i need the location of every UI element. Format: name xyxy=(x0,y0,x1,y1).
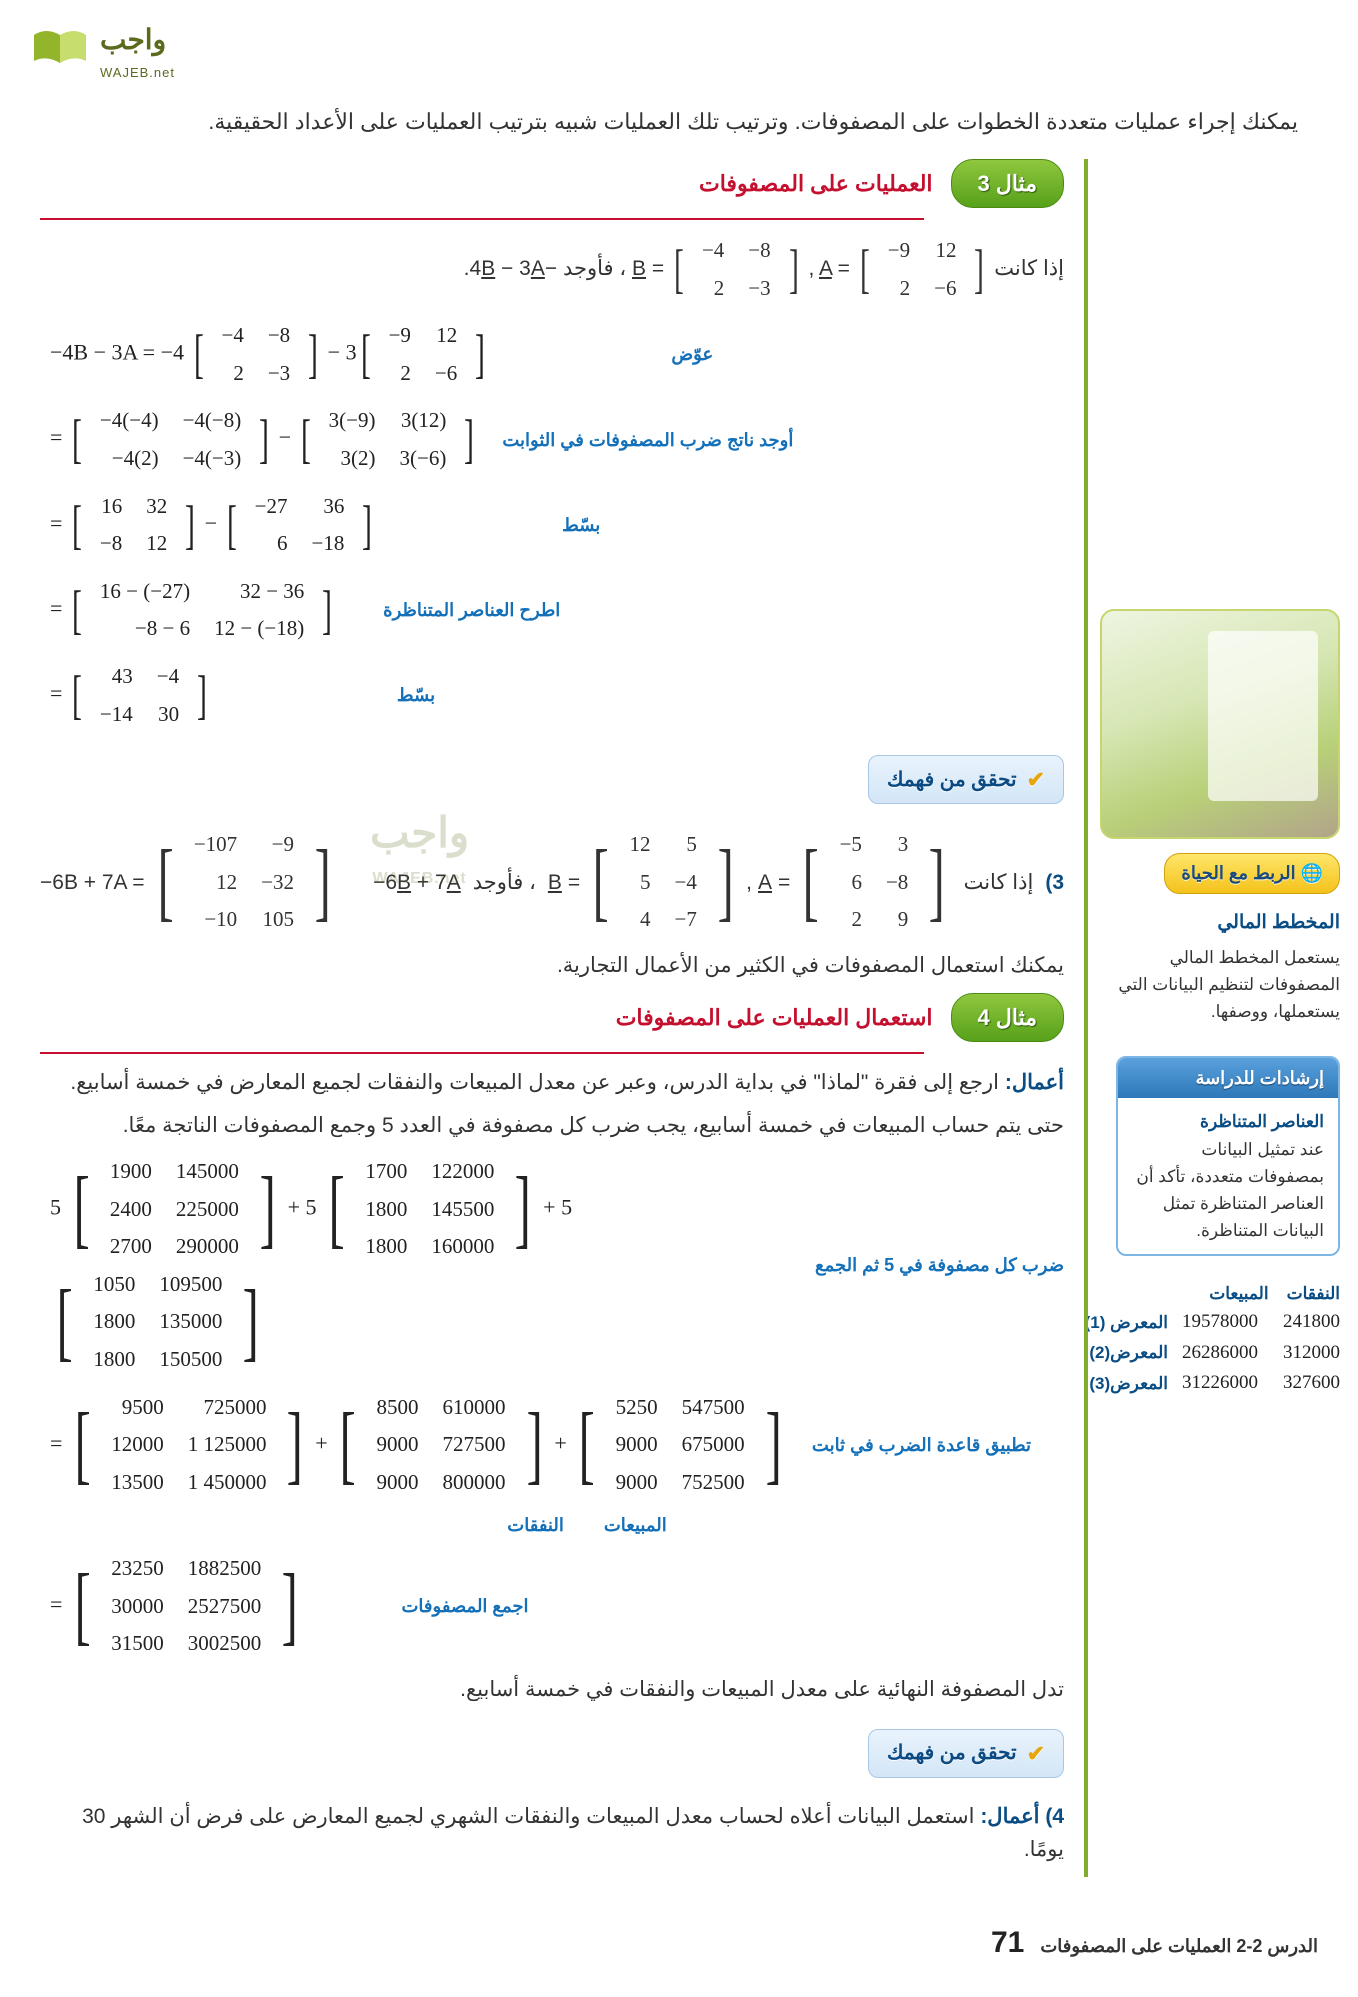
ex3-step: = [1632−812] − [−27366−18] بسّط xyxy=(50,488,1064,563)
life-body: يستعمل المخطط المالي المصفوفات لتنظيم ال… xyxy=(1116,944,1340,1026)
rule2 xyxy=(40,1052,924,1054)
page-number: 71 xyxy=(991,1919,1024,1967)
ex4-col-headers: النفقات المبيعات xyxy=(110,1511,1064,1540)
ex3-given: إذا كانت B = [−4−82−3] , A = [−9122−6] ،… xyxy=(40,232,1064,307)
check-understanding-2: ✔ تحقق من فهمك xyxy=(868,1729,1064,1778)
transition: يمكنك استعمال المصفوفات في الكثير من الأ… xyxy=(40,949,1064,983)
example-4-title: استعمال العمليات على المصفوفات xyxy=(616,1000,933,1035)
side-data-table: النفقات المبيعات 241800 19578000 المعرض … xyxy=(1116,1280,1340,1398)
ex4-step2: = [9500725000120001 125000135001 450000]… xyxy=(50,1389,1064,1502)
ex3-step: = [43−4−1430] بسّط xyxy=(50,658,1064,733)
example-3-title: العمليات على المصفوفات xyxy=(699,166,933,201)
rule xyxy=(40,218,924,220)
ex3-step: = [16 − (−27)32 − 36−8 − 612 − (−18)] اط… xyxy=(50,573,1064,648)
ex3-step: = [−4(−4)−4(−8)−4(2)−4(−3)] − [3(−9)3(12… xyxy=(50,402,1064,477)
ex4-closing: تدل المصفوفة النهائية على معدل المبيعات … xyxy=(40,1673,1064,1707)
brand-logo: واجب WAJEB.net xyxy=(0,0,1358,94)
main-content: مثال 3 العمليات على المصفوفات إذا كانت B… xyxy=(0,159,1088,1877)
logo-ar: واجب xyxy=(100,18,175,63)
life-head: المخطط المالي xyxy=(1116,908,1340,938)
side-row: 312000 26286000 المعرض(2) xyxy=(1116,1338,1340,1368)
tick-icon: ✔ xyxy=(1027,1736,1045,1771)
study-head: إرشادات للدراسة xyxy=(1118,1058,1338,1099)
check-understanding-1: ✔ تحقق من فهمك xyxy=(868,755,1064,804)
side-row: 327600 31226000 المعرض(3) xyxy=(1116,1368,1340,1398)
ex4-lead: أعمال: ارجع إلى فقرة "لماذا" في بداية ال… xyxy=(40,1066,1064,1100)
logo-en: WAJEB.net xyxy=(100,63,175,84)
footer-text: الدرس 2-2 العمليات على المصفوفات xyxy=(1040,1932,1318,1961)
page-footer: 71 الدرس 2-2 العمليات على المصفوفات xyxy=(0,1907,1358,1997)
ex4-step3: = [232501882500300002527500315003002500]… xyxy=(50,1550,1064,1663)
intro-paragraph: يمكنك إجراء عمليات متعددة الخطوات على ال… xyxy=(0,94,1358,159)
example-3-pill: مثال 3 xyxy=(951,159,1064,208)
example-4-pill: مثال 4 xyxy=(951,993,1064,1042)
ex4-step1: 5 [190014500024002250002700290000] + 5 [… xyxy=(50,1153,1064,1379)
q3: 3) إذا كانت B = [1255−44−7] , A = [−536−… xyxy=(40,826,1064,939)
example-4-header: مثال 4 استعمال العمليات على المصفوفات xyxy=(40,993,1064,1042)
sidebar: 🌐 الربط مع الحياة المخطط المالي يستعمل ا… xyxy=(1088,159,1358,1877)
study-body: العناصر المتناظرة عند تمثيل البيانات بمص… xyxy=(1118,1098,1338,1254)
ex4-p1: حتى يتم حساب المبيعات في خمسة أسابيع، يج… xyxy=(40,1109,1064,1143)
book-icon xyxy=(30,23,90,79)
col-sales: المبيعات xyxy=(1209,1280,1268,1307)
ex3-step: −4B − 3A = −4 [−4−82−3] − 3[−9122−6] عوّ… xyxy=(50,317,1064,392)
life-photo xyxy=(1100,609,1340,839)
q4: 4) أعمال: استعمل البيانات أعلاه لحساب مع… xyxy=(40,1800,1064,1867)
side-row: 241800 19578000 المعرض (1) xyxy=(1116,1307,1340,1337)
example-3-header: مثال 3 العمليات على المصفوفات xyxy=(40,159,1064,208)
life-pill: 🌐 الربط مع الحياة xyxy=(1164,853,1340,894)
life-connect: 🌐 الربط مع الحياة المخطط المالي يستعمل ا… xyxy=(1116,839,1340,1026)
tick-icon: ✔ xyxy=(1027,762,1045,797)
col-exp: النفقات xyxy=(1287,1280,1340,1307)
study-box: إرشادات للدراسة العناصر المتناظرة عند تم… xyxy=(1116,1056,1340,1257)
